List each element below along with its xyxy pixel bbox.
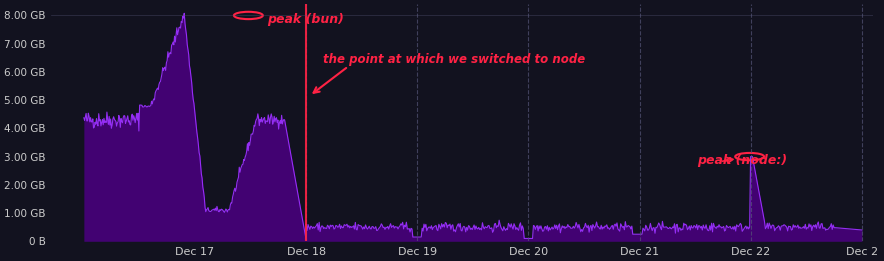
Text: peak (bun): peak (bun) bbox=[267, 13, 344, 26]
Text: the point at which we switched to node: the point at which we switched to node bbox=[323, 54, 585, 67]
Text: peak (node:): peak (node:) bbox=[697, 154, 788, 167]
